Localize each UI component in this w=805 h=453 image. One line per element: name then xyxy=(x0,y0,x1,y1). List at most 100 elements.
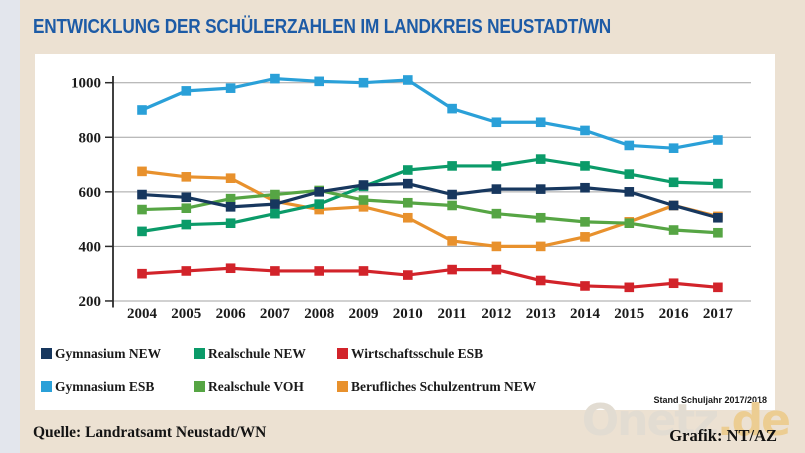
marker-gymnasium-esb-2011 xyxy=(447,103,457,114)
x-axis-label-2006: 2006 xyxy=(216,306,247,322)
marker-realschule-voh-2015 xyxy=(624,218,635,229)
marker-realschule-voh-2017 xyxy=(713,227,723,238)
line-chart: 200 400 600 800 1000 2004 2005 2006 2007 2008 2009… xyxy=(71,73,751,322)
marker-gymnasium-new-2009 xyxy=(358,180,369,190)
marker-realschule-voh-2006 xyxy=(225,193,236,204)
marker-gymnasium-esb-2015 xyxy=(624,140,635,151)
marker-realschule-new-2011 xyxy=(447,161,457,171)
series-line-realschule-voh xyxy=(141,188,718,235)
marker-realschule-voh-2013 xyxy=(535,212,546,223)
legend-item-wirtschaftsschule-esb: Wirtschaftsschule ESB xyxy=(337,347,483,360)
x-axis-label-2014: 2014 xyxy=(570,306,601,322)
marker-berufliches-schulzentrum-new-2012 xyxy=(491,241,502,252)
marker-gymnasium-esb-2004 xyxy=(137,105,147,115)
legend-swatch-gymnasium-esb xyxy=(41,381,52,392)
marker-realschule-voh-2014 xyxy=(580,217,590,227)
marker-wirtschaftsschule-esb-2008 xyxy=(314,266,324,276)
x-axis-label-2008: 2008 xyxy=(304,306,334,322)
legend-swatch-realschule-new xyxy=(194,348,205,359)
legend-label-berufliches-schulzentrum-new: Berufliches Schulzentrum NEW xyxy=(351,379,537,394)
marker-wirtschaftsschule-esb-2013 xyxy=(535,275,546,286)
marker-wirtschaftsschule-esb-2011 xyxy=(447,264,457,275)
y-axis-label-600: 600 xyxy=(79,185,102,201)
marker-gymnasium-new-2004 xyxy=(137,189,147,200)
marker-wirtschaftsschule-esb-2005 xyxy=(181,266,192,276)
x-axis-label-2013: 2013 xyxy=(526,306,556,322)
legend-label-gymnasium-new: Gymnasium NEW xyxy=(55,346,162,361)
marker-wirtschaftsschule-esb-2015 xyxy=(624,282,635,293)
marker-realschule-voh-2004 xyxy=(137,204,147,215)
marker-gymnasium-esb-2014 xyxy=(580,125,590,136)
marker-berufliches-schulzentrum-new-2006 xyxy=(225,173,236,183)
marker-gymnasium-new-2008 xyxy=(314,187,324,197)
marker-wirtschaftsschule-esb-2017 xyxy=(713,282,723,293)
marker-gymnasium-new-2010 xyxy=(403,178,413,189)
marker-realschule-new-2007 xyxy=(270,208,280,219)
marker-gymnasium-new-2017 xyxy=(713,212,723,223)
marker-gymnasium-esb-2006 xyxy=(225,83,236,93)
left-strip xyxy=(0,0,20,453)
legend-label-wirtschaftsschule-esb: Wirtschaftsschule ESB xyxy=(351,346,484,361)
series-line-wirtschaftsschule-esb xyxy=(141,266,719,289)
y-axis-label-800: 800 xyxy=(79,130,102,146)
series-line-gymnasium-new xyxy=(141,182,719,220)
marker-gymnasium-esb-2008 xyxy=(314,76,324,87)
marker-gymnasium-esb-2010 xyxy=(403,75,413,85)
series-line-gymnasium-esb xyxy=(141,76,719,150)
y-axis-label-200: 200 xyxy=(79,294,102,310)
y-axis-label-400: 400 xyxy=(79,239,102,255)
marker-gymnasium-esb-2007 xyxy=(270,73,280,84)
marker-gymnasium-esb-2016 xyxy=(668,143,679,153)
marker-gymnasium-new-2007 xyxy=(270,199,280,209)
source-line: Quelle: Landratsamt Neustadt/WN xyxy=(33,424,267,441)
marker-realschule-new-2006 xyxy=(225,218,236,229)
marker-gymnasium-new-2016 xyxy=(668,200,679,211)
marker-realschule-voh-2012 xyxy=(491,208,502,219)
x-axis-label-2011: 2011 xyxy=(438,306,467,322)
marker-wirtschaftsschule-esb-2012 xyxy=(491,264,502,275)
marker-realschule-voh-2010 xyxy=(403,197,413,208)
marker-gymnasium-new-2011 xyxy=(447,189,457,200)
marker-realschule-new-2012 xyxy=(491,161,502,171)
marker-gymnasium-new-2005 xyxy=(181,192,192,203)
marker-berufliches-schulzentrum-new-2010 xyxy=(403,212,413,223)
marker-realschule-voh-2005 xyxy=(181,203,192,214)
marker-wirtschaftsschule-esb-2009 xyxy=(358,266,369,276)
marker-realschule-new-2005 xyxy=(181,219,192,230)
marker-gymnasium-new-2013 xyxy=(535,184,546,194)
marker-gymnasium-esb-2005 xyxy=(181,86,192,96)
marker-wirtschaftsschule-esb-2014 xyxy=(580,281,590,291)
x-axis-label-2007: 2007 xyxy=(260,306,291,322)
legend-label-realschule-new: Realschule NEW xyxy=(208,346,306,361)
legend-item-realschule-new: Realschule NEW xyxy=(194,347,306,360)
legend-label-gymnasium-esb: Gymnasium ESB xyxy=(55,379,155,394)
marker-realschule-new-2015 xyxy=(624,169,635,179)
x-axis-label-2010: 2010 xyxy=(393,306,423,322)
marker-gymnasium-esb-2017 xyxy=(713,135,723,145)
marker-gymnasium-esb-2013 xyxy=(535,117,546,128)
chart-panel: 200 400 600 800 1000 2004 2005 2006 2007 2008 2009… xyxy=(35,54,775,410)
x-axis-label-2016: 2016 xyxy=(659,306,690,322)
marker-realschule-new-2016 xyxy=(668,177,679,188)
x-axis-label-2005: 2005 xyxy=(171,306,201,322)
marker-berufliches-schulzentrum-new-2004 xyxy=(137,166,147,177)
marker-berufliches-schulzentrum-new-2009 xyxy=(358,202,369,212)
marker-realschule-new-2008 xyxy=(314,199,324,209)
x-axis-label-2004: 2004 xyxy=(127,306,158,322)
marker-berufliches-schulzentrum-new-2008 xyxy=(314,204,324,215)
credit-line: Grafik: NT/AZ xyxy=(669,426,777,445)
y-axis-label-1000: 1000 xyxy=(71,76,101,92)
marker-realschule-new-2014 xyxy=(580,161,590,171)
x-axis-label-2009: 2009 xyxy=(349,306,379,322)
x-axis-label-2017: 2017 xyxy=(703,306,734,322)
marker-wirtschaftsschule-esb-2004 xyxy=(137,268,147,279)
marker-realschule-new-2010 xyxy=(403,165,413,175)
marker-gymnasium-new-2015 xyxy=(624,187,635,197)
marker-berufliches-schulzentrum-new-2005 xyxy=(181,172,192,182)
legend-item-gymnasium-esb: Gymnasium ESB xyxy=(41,380,154,393)
series-line-realschule-new xyxy=(141,157,718,233)
marker-realschule-new-2013 xyxy=(535,154,546,164)
legend-swatch-realschule-voh xyxy=(194,381,205,392)
legend-item-realschule-voh: Realschule VOH xyxy=(194,380,304,393)
